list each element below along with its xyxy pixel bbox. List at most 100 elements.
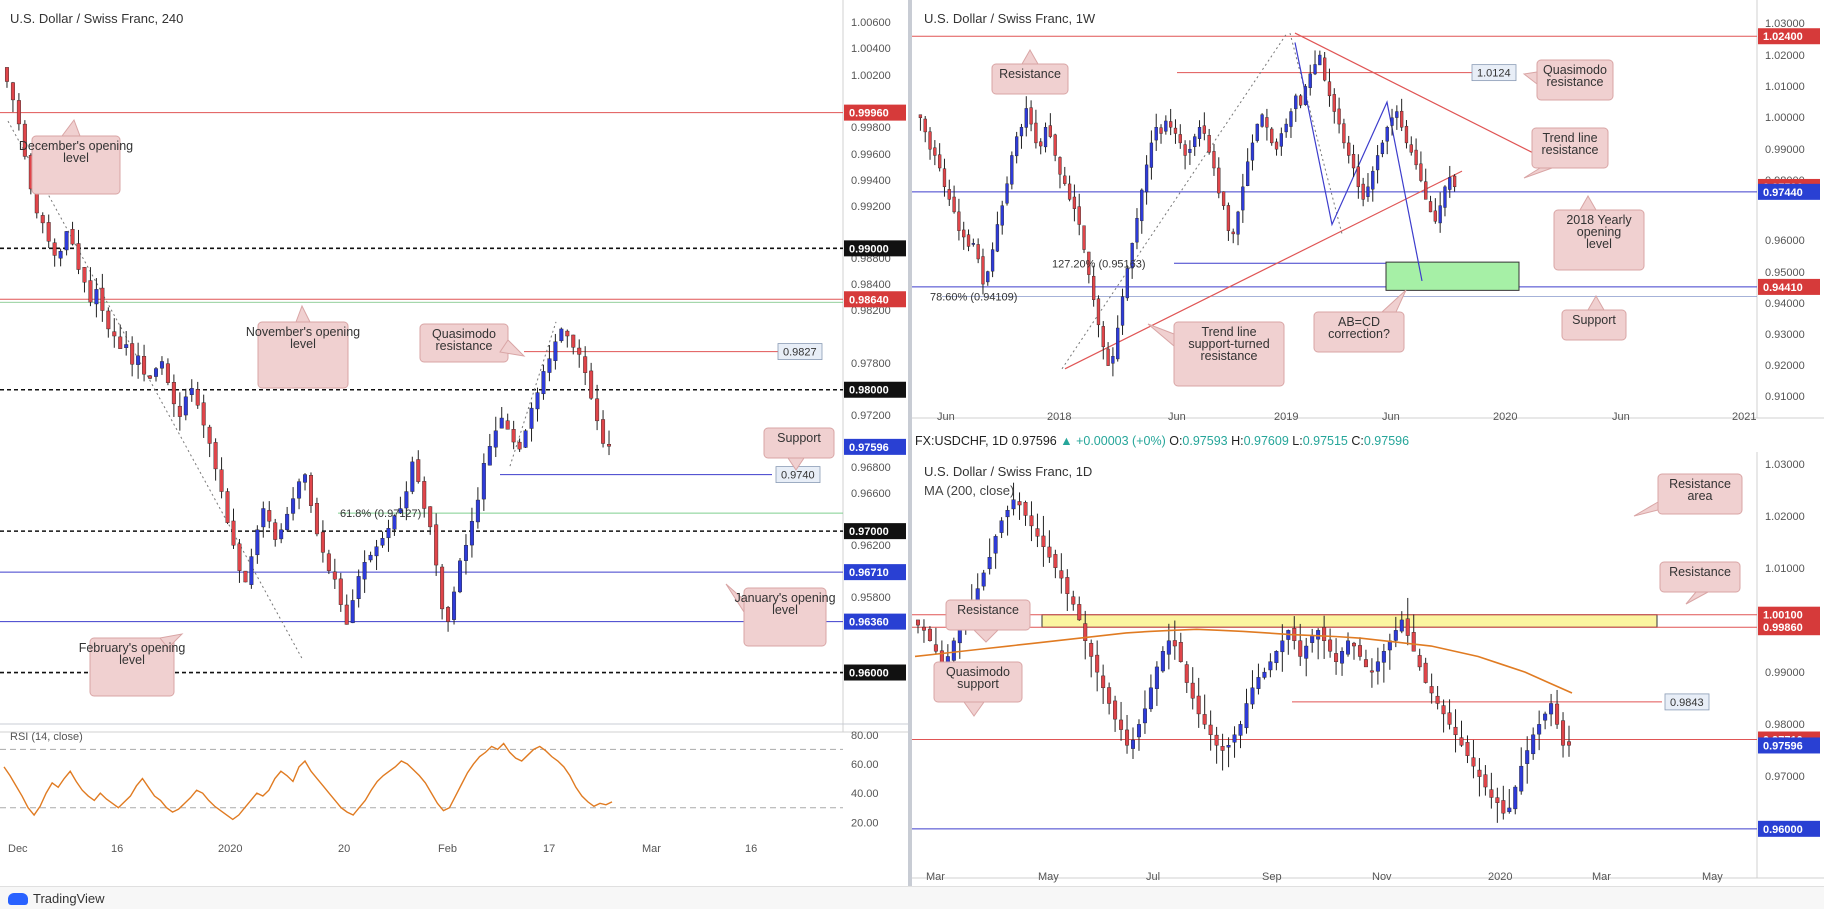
candle-body-w xyxy=(1409,144,1413,153)
candle-body-w xyxy=(1178,134,1182,144)
candle-body-h4 xyxy=(338,578,343,605)
candle-body-h4 xyxy=(463,545,468,561)
annotation-w: Support xyxy=(1572,313,1616,327)
candle-body-h4 xyxy=(452,591,457,620)
x-tick-label: Jul xyxy=(1146,871,1160,883)
candle-body-d xyxy=(1477,769,1482,777)
candle-body-h4 xyxy=(535,392,540,410)
candle-body-w xyxy=(1332,94,1336,112)
candle-body-h4 xyxy=(142,356,147,375)
x-tick-label: Mar xyxy=(1592,871,1611,883)
candle-body-d xyxy=(1513,786,1518,810)
tradingview-logo[interactable]: TradingView xyxy=(8,891,105,906)
candle-body-w xyxy=(1169,121,1173,128)
price-tag-label-d: 1.00100 xyxy=(1763,610,1803,622)
candle-body-d xyxy=(1340,651,1345,664)
candle-body-d xyxy=(1369,670,1374,673)
candle-body-h4 xyxy=(171,382,176,405)
y-tick-label: 1.00400 xyxy=(851,43,891,55)
candle-body-d xyxy=(1417,655,1422,668)
candle-body-h4 xyxy=(52,242,57,256)
callout-pointer-h4 xyxy=(787,457,805,471)
candle-body-w xyxy=(1294,95,1298,110)
y-tick-label: 0.99200 xyxy=(851,201,891,213)
candle-body-w xyxy=(1279,133,1283,147)
chart-title-h4: U.S. Dollar / Swiss Franc, 240 xyxy=(10,11,184,26)
candle-body-d xyxy=(1113,700,1118,720)
candle-body-h4 xyxy=(94,289,99,305)
candle-body-h4 xyxy=(458,560,462,593)
boxed-label-h4: 0.9740 xyxy=(781,470,815,482)
candle-body-w xyxy=(1048,125,1052,137)
candle-body-h4 xyxy=(583,356,588,373)
candle-body-h4 xyxy=(22,123,27,157)
candle-body-h4 xyxy=(195,389,200,406)
rsi-tick-label: 60.00 xyxy=(851,759,879,771)
tradingview-cloud-icon xyxy=(8,892,28,905)
candle-body-h4 xyxy=(207,426,212,444)
price-tag-h4 xyxy=(844,613,906,630)
boxed-label-bg-w xyxy=(1471,64,1517,82)
chart-weekly-pane[interactable]: 1.030001.020001.010001.000000.990000.980… xyxy=(912,0,1824,428)
candle-body-h4 xyxy=(189,388,194,395)
price-axis-bg-d xyxy=(1757,452,1824,878)
candle-body-d xyxy=(1429,686,1434,694)
candle-body-h4 xyxy=(553,341,558,361)
candle-body-h4 xyxy=(398,508,403,514)
annotation-w: 2018 Yearly opening level xyxy=(1566,213,1632,251)
candle-body-w xyxy=(942,168,947,188)
trend-line-resistance xyxy=(1294,32,1533,153)
candle-body-h4 xyxy=(130,343,135,365)
candle-body-d xyxy=(1525,750,1530,764)
chart-daily-pane[interactable]: 1.03000 1.02000 1.01000 0.99000 0.98000 0.970… xyxy=(912,452,1824,886)
candle-body-d xyxy=(1411,632,1416,652)
rsi-series-line xyxy=(3,742,613,821)
candle-body-d xyxy=(1023,502,1028,516)
callout-pointer-w xyxy=(1523,167,1553,179)
candle-body-d xyxy=(1531,734,1536,755)
x-tick-label: 2019 xyxy=(1274,411,1298,423)
candle-body-w xyxy=(1144,164,1149,193)
boxed-label-bg-h4 xyxy=(777,343,823,360)
candle-body-d xyxy=(1071,596,1076,605)
candle-body-d xyxy=(1142,708,1147,724)
candle-body-w xyxy=(1106,348,1110,366)
fib-label-127: 127.20% (0.95163) xyxy=(1052,258,1146,270)
rsi-tick-label: 80.00 xyxy=(851,730,879,742)
callout-pointer-w xyxy=(1587,294,1605,311)
x-tick-label: Sep xyxy=(1262,871,1282,883)
callout-pointer-w xyxy=(1579,194,1597,211)
candle-body-w xyxy=(1308,73,1312,88)
candle-body-d xyxy=(1447,712,1452,725)
candle-body-h4 xyxy=(559,328,564,342)
candle-body-d xyxy=(1017,501,1022,506)
chart-h4-pane[interactable]: 1.00600 1.00400 1.00200 0.99800 0.99600 0.994… xyxy=(0,0,908,862)
x-tick-label: Feb xyxy=(438,843,457,855)
candle-body-h4 xyxy=(285,513,290,530)
pane-divider-vertical[interactable] xyxy=(908,0,912,886)
candle-body-h4 xyxy=(392,515,397,530)
candle-body-h4 xyxy=(386,528,391,539)
x-tick-label: Dec xyxy=(8,843,28,855)
callout-pointer-w xyxy=(1380,289,1407,313)
candle-body-d xyxy=(1029,515,1034,527)
y-tick-label: 0.99000 xyxy=(1765,144,1805,156)
candle-body-d xyxy=(1226,745,1231,748)
chart-title-weekly: U.S. Dollar / Swiss Franc, 1W xyxy=(924,11,1096,26)
demand-zone-green xyxy=(1385,261,1520,291)
candle-body-h4 xyxy=(64,231,69,251)
candle-body-d xyxy=(1220,746,1225,751)
candle-body-d xyxy=(1077,604,1082,621)
candle-body-w xyxy=(1125,268,1129,299)
y-tick-label: 0.94000 xyxy=(1765,298,1805,310)
candle-body-d xyxy=(1423,662,1428,683)
candle-body-w xyxy=(1342,123,1346,144)
y-tick-label: 0.93000 xyxy=(1765,329,1805,341)
candle-body-h4 xyxy=(487,446,492,466)
price-tag-label-h4: 0.97000 xyxy=(849,526,889,538)
callout-pointer-h4 xyxy=(159,633,184,649)
callout-pointer-h4 xyxy=(725,583,745,614)
candle-body-h4 xyxy=(165,363,170,383)
rsi-tick-label: 40.00 xyxy=(851,788,879,800)
candle-body-d xyxy=(1107,687,1112,704)
